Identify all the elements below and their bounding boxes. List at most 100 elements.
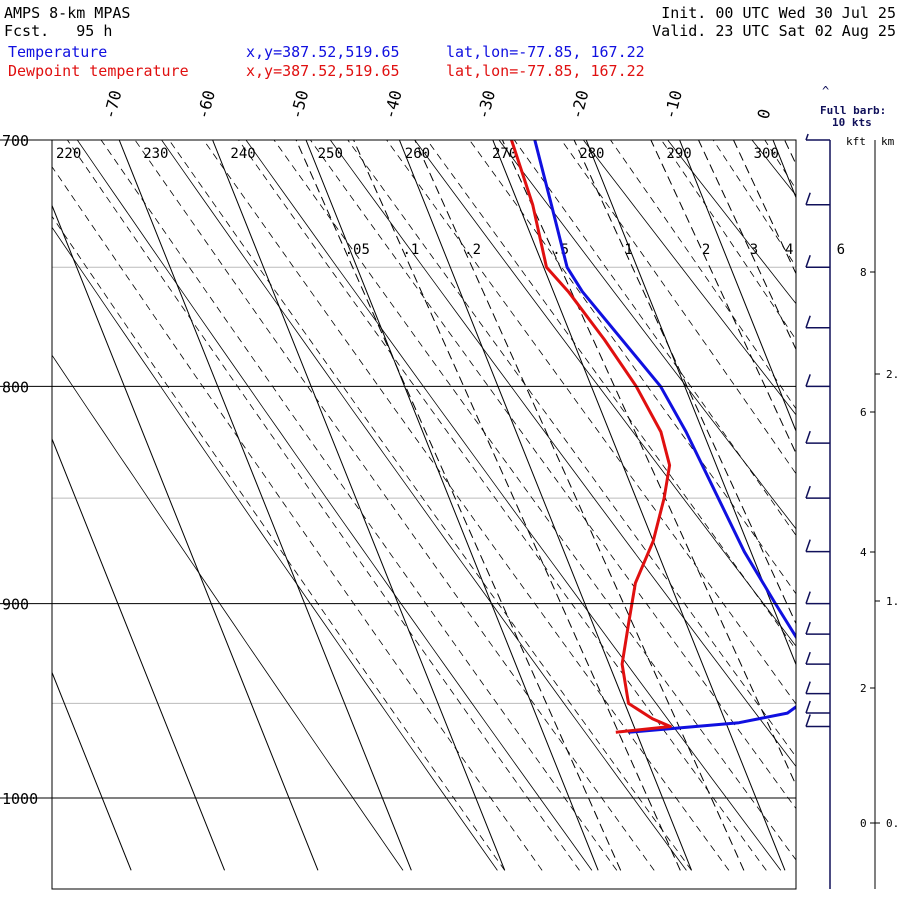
- wind-barb: [805, 255, 830, 269]
- pressure-tick-label: 800: [2, 378, 29, 396]
- moist-adiabat-line: [309, 140, 796, 810]
- isotherm-line: [398, 140, 693, 871]
- isotherm-label: 0: [754, 107, 775, 121]
- dry-adiabat-line: [582, 140, 796, 416]
- dry-adiabat-line: [161, 140, 687, 871]
- plot-frame: [51, 139, 797, 890]
- kft-tick-label: 0: [860, 817, 867, 830]
- wind-barb: [805, 192, 830, 206]
- mixing-ratio-line: [650, 140, 796, 455]
- kft-tick-label: 2: [860, 682, 867, 695]
- moist-adiabat-line: [426, 140, 796, 651]
- km-axis-label: km: [881, 135, 895, 148]
- dry-adiabat-label: 300: [754, 146, 779, 162]
- moist-adiabat-line: [52, 215, 506, 871]
- isotherm-line: [305, 140, 599, 871]
- dry-adiabat-label: 280: [579, 146, 604, 162]
- kft-tick-label: 8: [860, 266, 867, 279]
- pressure-tick-label: 700: [2, 132, 29, 150]
- moist-adiabat-line: [610, 140, 796, 410]
- dewpoint-profile-line: [510, 140, 672, 734]
- legend-dewpoint-latlon: lat,lon=-77.85, 167.22: [446, 62, 645, 80]
- mixing-ratio-label: 1: [624, 242, 632, 258]
- isotherm-line: [492, 140, 786, 871]
- moist-adiabat-line: [469, 140, 796, 595]
- wind-barb: [805, 714, 830, 728]
- wind-barb: [805, 651, 830, 665]
- isotherm-label: -10: [660, 88, 686, 121]
- dry-adiabat-line: [667, 140, 796, 305]
- legend-temperature: Temperature: [8, 43, 108, 61]
- km-tick-label: 2.: [886, 368, 899, 381]
- moist-adiabat-line: [513, 140, 796, 536]
- mixing-ratio-line: [573, 140, 796, 625]
- mixing-ratio-line: [852, 140, 900, 870]
- wind-barb: [805, 374, 830, 388]
- dry-adiabat-label: 240: [230, 146, 255, 162]
- wind-barb: [805, 133, 830, 141]
- forecast-label: Fcst.: [4, 22, 50, 40]
- moist-adiabat-line: [168, 140, 692, 871]
- mixing-ratio-line: [698, 140, 796, 351]
- temperature-profile-line: [533, 140, 796, 734]
- moist-adiabat-line: [100, 140, 618, 871]
- moist-adiabat-line: [238, 140, 767, 871]
- mixing-ratio-label: 4: [785, 242, 793, 258]
- mixing-ratio-label: 2: [702, 242, 710, 258]
- wind-barb: [805, 591, 830, 605]
- isotherm-line: [866, 140, 900, 870]
- kft-tick-label: 4: [860, 546, 867, 559]
- dry-adiabat-label: 220: [56, 146, 81, 162]
- wind-barb: [805, 315, 830, 329]
- valid-time: Valid. 23 UTC Sat 02 Aug 25: [652, 22, 896, 40]
- dry-adiabat-label: 230: [143, 146, 168, 162]
- isotherm-label: -70: [100, 88, 126, 121]
- isotherm-line: [52, 204, 319, 871]
- legend-temperature-xy: x,y=387.52,519.65: [246, 43, 400, 61]
- isotherm-label: -30: [473, 88, 499, 121]
- wind-barb: [805, 681, 830, 695]
- moist-adiabat-line: [712, 140, 796, 268]
- dry-adiabat-line: [52, 226, 498, 871]
- dry-adiabat-line: [498, 140, 796, 530]
- dry-adiabat-line: [815, 114, 900, 871]
- mixing-ratio-label: .05: [345, 242, 370, 258]
- dry-adiabat-line: [76, 140, 593, 871]
- legend-dewpoint: Dewpoint temperature: [8, 62, 189, 80]
- mixing-ratio-label: .2: [464, 242, 481, 258]
- pressure-tick-label: 1000: [2, 790, 38, 808]
- mixing-ratio-label: .1: [402, 242, 419, 258]
- wind-legend-line2: 10 kts: [832, 116, 872, 129]
- init-time: Init. 00 UTC Wed 30 Jul 25: [661, 4, 896, 22]
- mixing-ratio-line: [414, 140, 745, 871]
- dry-adiabat-label: 270: [492, 146, 517, 162]
- wind-barb: [805, 539, 830, 553]
- kft-tick-label: 6: [860, 406, 867, 419]
- moist-adiabat-line: [799, 114, 900, 871]
- mixing-ratio-label: 6: [837, 242, 845, 258]
- pressure-tick-label: 900: [2, 596, 29, 614]
- wind-barb: [805, 700, 830, 714]
- moist-adiabat-line: [660, 140, 796, 341]
- isotherm-label: -60: [193, 88, 219, 121]
- isotherm-line: [585, 140, 796, 666]
- dry-adiabat-line: [52, 354, 404, 871]
- mixing-ratio-label: 3: [750, 242, 758, 258]
- moist-adiabat-line: [273, 140, 796, 861]
- mixing-ratio-line: [501, 140, 796, 787]
- km-tick-label: 0.: [886, 817, 899, 830]
- forecast-value: 95 h: [76, 22, 113, 40]
- dry-adiabat-label: 250: [318, 146, 343, 162]
- wind-barb: [805, 430, 830, 444]
- wind-barb: [805, 621, 830, 635]
- moist-adiabat-line: [560, 140, 796, 475]
- isotherm-line: [679, 140, 796, 433]
- isotherm-line: [52, 437, 226, 871]
- dry-adiabat-line: [245, 140, 782, 871]
- kft-axis-label: kft: [846, 135, 866, 148]
- moist-adiabat-line: [134, 140, 655, 871]
- isotherm-line: [118, 140, 412, 871]
- mixing-ratio-line: [295, 140, 622, 871]
- isotherm-line: [52, 671, 132, 871]
